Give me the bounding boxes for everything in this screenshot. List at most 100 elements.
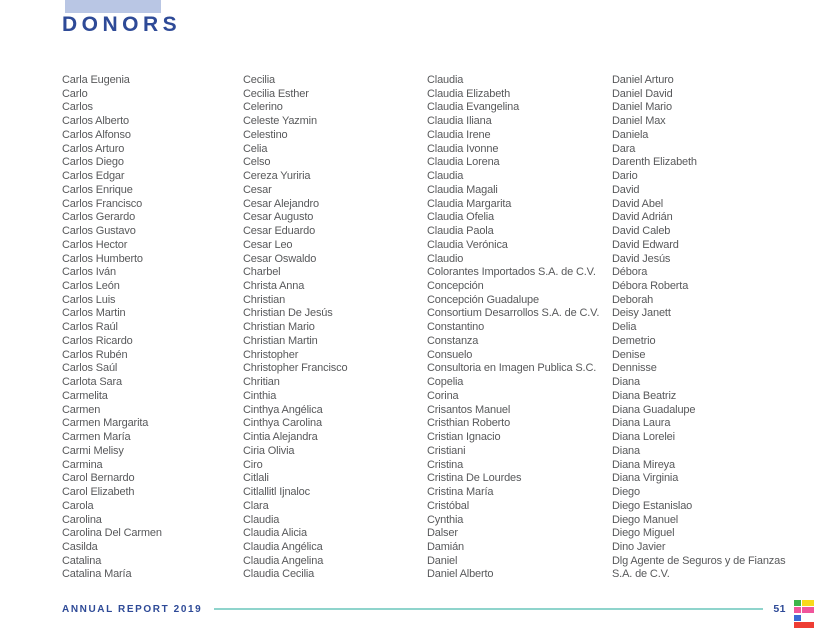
donor-name: Carlos Rubén (62, 348, 128, 361)
donor-list: Carla Eugenia Carlo Carlos Carlos Alberto Ca… (62, 74, 830, 582)
donor-name: Darenth Elizabeth (612, 156, 697, 169)
donor-name: Dino Javier (612, 540, 666, 553)
donor-name: Diego Manuel (612, 513, 679, 526)
donor-name: Cristina (427, 458, 464, 471)
donor-name: Carmen Margarita (62, 417, 149, 430)
donor-name: Claudia Evangelina (427, 101, 520, 114)
footer-divider-line (214, 608, 764, 610)
donor-name: Carol Bernardo (62, 472, 135, 485)
donor-name: Cinthya Carolina (243, 417, 322, 430)
donor-name: Dlg Agente de Seguros y de Fianzas (612, 554, 786, 567)
donor-name: Carmina (62, 458, 103, 471)
donor-name: Claudia Angélica (243, 540, 323, 553)
donor-name: Carlos Gustavo (62, 225, 136, 238)
donor-name: Christian Martin (243, 334, 318, 347)
donor-name: Carlos Iván (62, 266, 116, 279)
donor-name: Carlos Alberto (62, 115, 129, 128)
donor-name: Carlos Humberto (62, 252, 143, 265)
page-title: DONORS (62, 13, 182, 36)
donor-name: Celso (243, 156, 271, 169)
donor-column-4: Daniel Arturo Daniel David Daniel Mario Dan… (612, 74, 830, 582)
donor-name: Daniela (612, 128, 649, 141)
donor-name: Diana Guadalupe (612, 403, 696, 416)
donor-name: Damián (427, 540, 465, 553)
donor-name: Carlos Diego (62, 156, 124, 169)
donor-name: Catalina María (62, 568, 132, 581)
donor-name: Chritian (243, 376, 280, 389)
donor-name: S.A. de C.V. (612, 568, 670, 581)
donor-name: Celia (243, 142, 268, 155)
donor-name: Claudia Paola (427, 225, 494, 238)
donor-name: Cinthia (243, 389, 277, 402)
donor-name: Christian (243, 293, 286, 306)
donor-name: Diego Miguel (612, 527, 675, 540)
donor-name: Delia (612, 321, 637, 334)
donor-name: Christopher (243, 348, 299, 361)
donor-name: Claudia Ivonne (427, 142, 499, 155)
donor-name: Cinthya Angélica (243, 403, 323, 416)
donor-name: Diana Laura (612, 417, 671, 430)
donor-name: Daniel Arturo (612, 74, 674, 86)
logo-segment-yellow (802, 599, 814, 606)
donor-name: Carlos Francisco (62, 197, 143, 210)
donor-name: Claudia Verónica (427, 238, 508, 251)
donor-name: Cecilia (243, 74, 275, 86)
donor-name: Concepción Guadalupe (427, 293, 539, 306)
donor-name: Carlos Saúl (62, 362, 118, 375)
donor-name: Cristhian Roberto (427, 417, 511, 430)
donor-name: Carlos Edgar (62, 170, 125, 183)
donor-name: Claudia Angelina (243, 554, 324, 567)
donor-name: Carlos Alfonso (62, 128, 131, 141)
donor-name: Consuelo (427, 348, 473, 361)
donor-name: Claudia Iliana (427, 115, 492, 128)
donor-name: Claudia Alicia (243, 527, 307, 540)
donor-name: Cesar Augusto (243, 211, 314, 224)
donor-name: Carol Elizabeth (62, 486, 135, 499)
donor-name: Cecilia Esther (243, 87, 309, 100)
logo-segment-red (794, 622, 814, 628)
donor-name: Clara (243, 499, 269, 512)
donor-name: Daniel Max (612, 115, 666, 128)
donor-name: Carlos (62, 101, 93, 114)
donor-name: Carlos Luis (62, 293, 116, 306)
donor-name: Diana (612, 376, 640, 389)
donor-name: Cristian Ignacio (427, 431, 501, 444)
donor-name: Catalina (62, 554, 102, 567)
donor-name: Daniel Mario (612, 101, 672, 114)
logo-segment-blue (794, 614, 801, 621)
donor-name: Dario (612, 170, 638, 183)
donor-name: Carlos León (62, 280, 120, 293)
header-accent-bar (65, 0, 161, 13)
donor-name: Claudia Irene (427, 128, 491, 141)
donor-name: Carlos Hector (62, 238, 128, 251)
donor-name: Claudia (427, 170, 464, 183)
donor-name: Claudia Magali (427, 183, 498, 196)
donor-name: Carlos Gerardo (62, 211, 136, 224)
donor-name: Carmelita (62, 389, 108, 402)
donor-name: Claudia (427, 74, 464, 86)
donor-name: Corina (427, 389, 459, 402)
donor-name: Daniel (427, 554, 458, 567)
donor-name: Carlota Sara (62, 376, 122, 389)
donor-name: Cesar Leo (243, 238, 293, 251)
logo-segment-green (794, 599, 801, 606)
donor-name: Daniel Alberto (427, 568, 494, 581)
donor-name: Copelia (427, 376, 464, 389)
donor-name: Carlos Martin (62, 307, 126, 320)
donor-name: Carola (62, 499, 94, 512)
donor-name: Diana (612, 444, 640, 457)
donor-name: David Jesús (612, 252, 671, 265)
donor-name: Cristina De Lourdes (427, 472, 522, 485)
donor-name: Celerino (243, 101, 283, 114)
donor-name: Cintia Alejandra (243, 431, 318, 444)
brand-logo-e-icon (794, 599, 814, 629)
donor-name: Denise (612, 348, 646, 361)
donor-name: Carla Eugenia (62, 74, 130, 86)
donor-name: Cynthia (427, 513, 464, 526)
donor-name: David Abel (612, 197, 664, 210)
donor-name: Citlali (243, 472, 269, 485)
donor-name: Claudia (243, 513, 280, 526)
donor-name: Charbel (243, 266, 281, 279)
donor-name: Dalser (427, 527, 458, 540)
report-title-label: ANNUAL REPORT 2019 (62, 603, 203, 615)
